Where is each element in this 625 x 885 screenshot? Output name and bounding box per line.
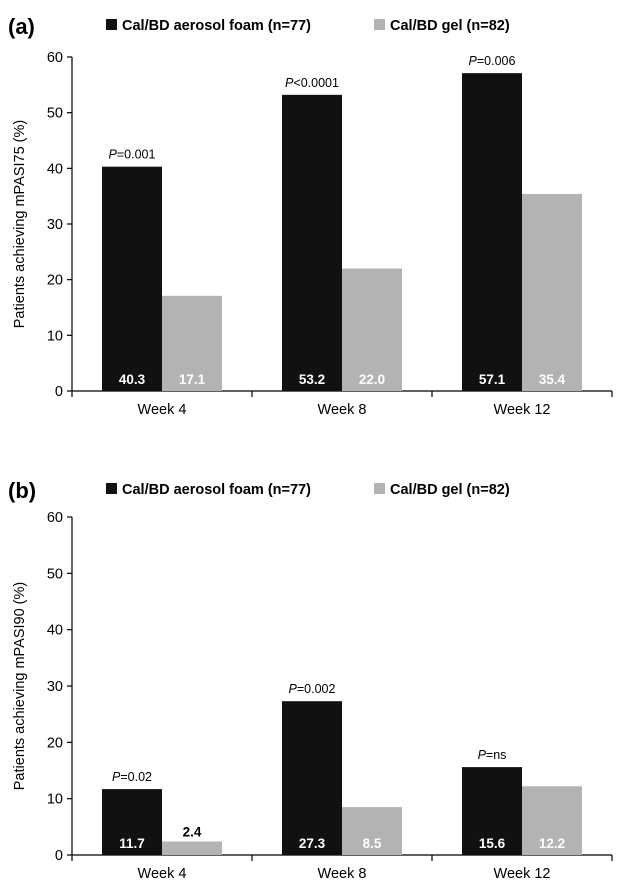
y-tick-label: 60 — [47, 50, 63, 66]
data-label: 57.1 — [479, 372, 506, 387]
bar-gel — [162, 295, 222, 391]
panel-label: (b) — [8, 478, 36, 503]
y-tick-label: 40 — [47, 161, 63, 177]
y-tick-label: 50 — [47, 566, 63, 582]
data-label: 11.7 — [119, 836, 145, 851]
y-tick-label: 40 — [47, 623, 63, 639]
y-tick-label: 30 — [47, 217, 63, 233]
bar-foam — [102, 789, 162, 855]
p-value-label: P=ns — [478, 748, 507, 762]
y-axis-label: Patients achieving mPASI75 (%) — [12, 120, 28, 328]
legend-swatch-gel — [374, 483, 385, 494]
p-value-label: P=0.002 — [289, 682, 336, 696]
y-tick-label: 0 — [55, 384, 63, 400]
y-axis-label: Patients achieving mPASI90 (%) — [12, 582, 28, 790]
data-label: 12.2 — [539, 836, 565, 851]
x-tick-label: Week 4 — [138, 402, 187, 418]
legend-label-gel: Cal/BD gel (n=82) — [390, 482, 510, 498]
bar-gel — [522, 193, 582, 391]
bar-gel — [342, 268, 402, 391]
data-label: 35.4 — [539, 372, 566, 387]
bar-gel — [162, 841, 222, 855]
y-tick-label: 10 — [47, 328, 63, 344]
y-tick-label: 50 — [47, 106, 63, 122]
bar-foam — [462, 73, 522, 391]
legend-swatch-foam — [106, 483, 117, 494]
y-tick-label: 30 — [47, 679, 63, 695]
legend-swatch-foam — [106, 19, 117, 30]
p-value-label: P=0.001 — [109, 148, 156, 162]
bar-gel — [522, 786, 582, 855]
data-label: 27.3 — [299, 836, 326, 851]
chart-panel-a: (a) Cal/BD aerosol foam (n=77) Cal/BD gel … — [8, 14, 613, 418]
bar-foam — [282, 94, 342, 391]
data-label: 17.1 — [179, 372, 206, 387]
chart-panel-b: (b) Cal/BD aerosol foam (n=77) Cal/BD gel … — [8, 478, 613, 882]
panel-label: (a) — [8, 14, 35, 39]
y-tick-label: 20 — [47, 273, 63, 289]
legend-swatch-gel — [374, 19, 385, 30]
bar-gel — [342, 807, 402, 855]
x-tick-label: Week 8 — [318, 866, 367, 882]
x-tick-label: Week 8 — [318, 402, 367, 418]
bar-foam — [282, 701, 342, 855]
x-tick-label: Week 4 — [138, 866, 187, 882]
p-value-label: P=0.006 — [469, 54, 516, 68]
data-label: 40.3 — [119, 372, 146, 387]
data-label: 53.2 — [299, 372, 325, 387]
legend-label-gel: Cal/BD gel (n=82) — [390, 18, 510, 34]
legend-label-foam: Cal/BD aerosol foam (n=77) — [122, 482, 311, 498]
data-label: 2.4 — [183, 824, 202, 839]
data-label: 15.6 — [479, 836, 506, 851]
x-tick-label: Week 12 — [494, 402, 551, 418]
y-tick-label: 20 — [47, 735, 63, 751]
p-value-label: P=0.02 — [112, 770, 152, 784]
legend-label-foam: Cal/BD aerosol foam (n=77) — [122, 18, 311, 34]
y-tick-label: 10 — [47, 792, 63, 808]
bar-foam — [102, 166, 162, 391]
data-label: 22.0 — [359, 372, 385, 387]
y-tick-label: 0 — [55, 848, 63, 864]
bar-foam — [462, 767, 522, 855]
y-tick-label: 60 — [47, 510, 63, 526]
data-label: 8.5 — [363, 836, 382, 851]
p-value-label: P<0.0001 — [285, 76, 339, 90]
x-tick-label: Week 12 — [494, 866, 551, 882]
